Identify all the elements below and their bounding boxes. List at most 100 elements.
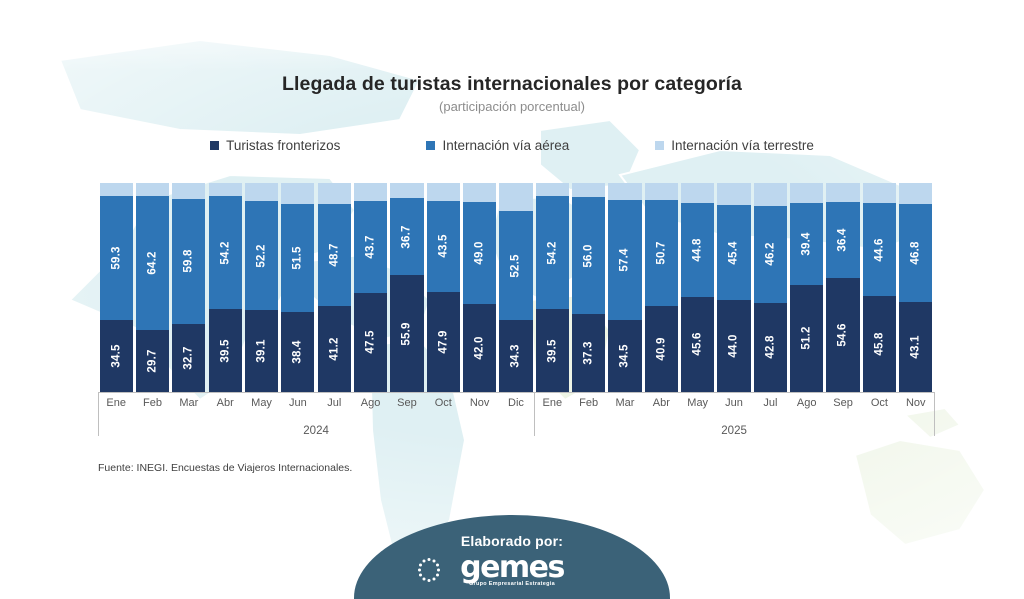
month-label: Ene <box>542 397 563 409</box>
bar-value-label: 42.0 <box>473 336 486 360</box>
bar-segment: 36.4 <box>826 201 860 278</box>
bar-column: 10.1 48.7 41.2 <box>317 183 351 392</box>
bar-value-label: 54.6 <box>837 323 850 347</box>
bar-value-label: 39.1 <box>255 339 268 363</box>
bar-segment: 8.5 <box>426 183 460 201</box>
axis-tick <box>98 392 99 436</box>
bar-segment: 8.8 <box>354 183 388 202</box>
bar-segment: 51.5 <box>281 204 315 312</box>
bar-segment: 38.4 <box>281 311 315 392</box>
bar-segment: 10.1 <box>899 183 933 205</box>
bar-value-label: 50.7 <box>655 241 668 265</box>
bar-value-label: 29.7 <box>146 349 159 373</box>
month-label: Oct <box>434 397 452 409</box>
month-label: Feb <box>143 397 162 409</box>
bar-value-label: 47.9 <box>437 330 450 354</box>
bar-column: 6.3 54.2 39.5 <box>535 183 569 393</box>
bar-segment: 34.5 <box>608 319 642 392</box>
bar-column: 6.7 56.0 37.3 <box>572 183 606 392</box>
bar-segment: 10.6 <box>717 183 751 206</box>
elaborated-by-label: Elaborado por: <box>460 533 564 549</box>
bar-segment: 8.3 <box>644 183 678 201</box>
bar-column: 8.3 50.7 40.9 <box>644 183 678 392</box>
bar-segment: 43.7 <box>354 201 388 293</box>
bar-value-label: 52.5 <box>509 253 522 278</box>
month-label: Feb <box>579 397 599 409</box>
bar-column: 9.0 36.4 54.6 <box>826 183 860 392</box>
bar-column: 8.0 57.4 34.5 <box>608 183 642 392</box>
month-label: Jun <box>289 397 307 409</box>
bar-segment: 8.0 <box>608 183 642 200</box>
bar-segment: 39.4 <box>790 202 824 285</box>
bar-segment: 64.2 <box>135 195 170 330</box>
bar-value-label: 39.5 <box>546 339 559 363</box>
bar-value-label: 54.2 <box>546 241 559 265</box>
legend-item: Turistas fronterizos <box>210 138 340 153</box>
bar-value-label: 48.7 <box>328 243 341 267</box>
bar-segment: 50.7 <box>644 200 678 307</box>
legend-item: Internación vía terrestre <box>655 138 814 153</box>
bar-column: 9.6 44.6 45.8 <box>862 183 896 392</box>
square-swatch-icon <box>210 141 220 150</box>
brand-tagline: Grupo Empresarial Estrategia <box>468 581 556 587</box>
bar-segment: 54.2 <box>208 195 242 310</box>
bar-segment: 10.1 <box>281 183 315 205</box>
bar-segment: 49.0 <box>463 202 497 305</box>
bar-value-label: 34.5 <box>618 344 631 368</box>
bar-column: 9.1 49.0 42.0 <box>463 183 497 392</box>
bar-segment: 59.3 <box>99 195 133 320</box>
bar-segment: 47.9 <box>426 291 460 392</box>
legend-item-label: Turistas fronterizos <box>226 138 341 153</box>
year-label: 2025 <box>721 425 747 437</box>
bar-column: 10.6 45.4 44.0 <box>717 183 751 392</box>
bar-value-label: 59.3 <box>110 246 123 270</box>
bar-segment: 34.3 <box>499 320 533 392</box>
bar-column: 10.1 51.5 38.4 <box>281 183 315 392</box>
bar-segment: 39.5 <box>208 309 242 392</box>
bar-column: 6.2 59.3 34.5 <box>99 183 133 392</box>
bar-segment: 6.2 <box>99 183 133 196</box>
axis-tick <box>534 392 536 436</box>
month-label: Mar <box>179 397 199 409</box>
bar-segment: 6.2 <box>208 183 242 196</box>
bar-column: 11.0 46.2 42.8 <box>753 183 787 392</box>
bar-column: 6.1 64.2 29.7 <box>135 183 170 392</box>
square-swatch-icon <box>426 141 436 150</box>
bar-segment: 29.7 <box>135 329 170 392</box>
bar-segment: 57.4 <box>608 199 642 320</box>
bar-segment: 41.2 <box>317 305 351 392</box>
bar-value-label: 34.5 <box>110 344 123 368</box>
bar-segment: 34.5 <box>99 319 133 392</box>
bar-value-label: 47.5 <box>364 330 377 354</box>
month-label: Dic <box>508 397 524 409</box>
bar-segment: 10.1 <box>317 183 351 205</box>
bar-segment: 32.7 <box>172 323 206 392</box>
bar-segment: 42.0 <box>463 304 497 392</box>
bar-segment: 44.6 <box>862 203 896 297</box>
bar-segment: 36.7 <box>390 198 424 276</box>
bar-value-label: 46.2 <box>764 242 777 266</box>
bar-segment: 51.2 <box>790 284 824 392</box>
month-label: Sep <box>397 397 417 409</box>
bar-segment: 9.4 <box>790 183 824 203</box>
bar-segment: 44.0 <box>717 300 751 392</box>
bar-segment: 37.3 <box>572 314 606 392</box>
bar-value-label: 44.8 <box>691 238 704 262</box>
bar-segment: 54.6 <box>826 277 860 392</box>
month-label: Mar <box>615 397 635 409</box>
month-label: May <box>687 397 709 409</box>
bar-value-label: 43.1 <box>909 335 922 359</box>
bar-segment: 43.5 <box>426 200 460 292</box>
bar-segment: 59.8 <box>172 198 206 324</box>
bar-column: 10.1 46.8 43.1 <box>899 183 933 392</box>
bar-value-label: 41.2 <box>328 337 341 361</box>
month-label: Jun <box>725 397 743 409</box>
bar-column: 8.8 43.7 47.5 <box>354 183 388 392</box>
bar-value-label: 39.4 <box>800 232 813 256</box>
bar-value-label: 54.2 <box>219 241 232 265</box>
x-axis-year-labels: 2024 2025 <box>98 425 934 441</box>
bar-value-label: 40.9 <box>655 337 668 361</box>
bar-segment: 40.9 <box>644 306 678 392</box>
x-axis-month-labels: Ene Feb Mar Abr May Jun Jul Ago Sep Oct Nov Dic Ene F… <box>98 397 934 415</box>
bar-segment: 9.6 <box>862 183 896 204</box>
